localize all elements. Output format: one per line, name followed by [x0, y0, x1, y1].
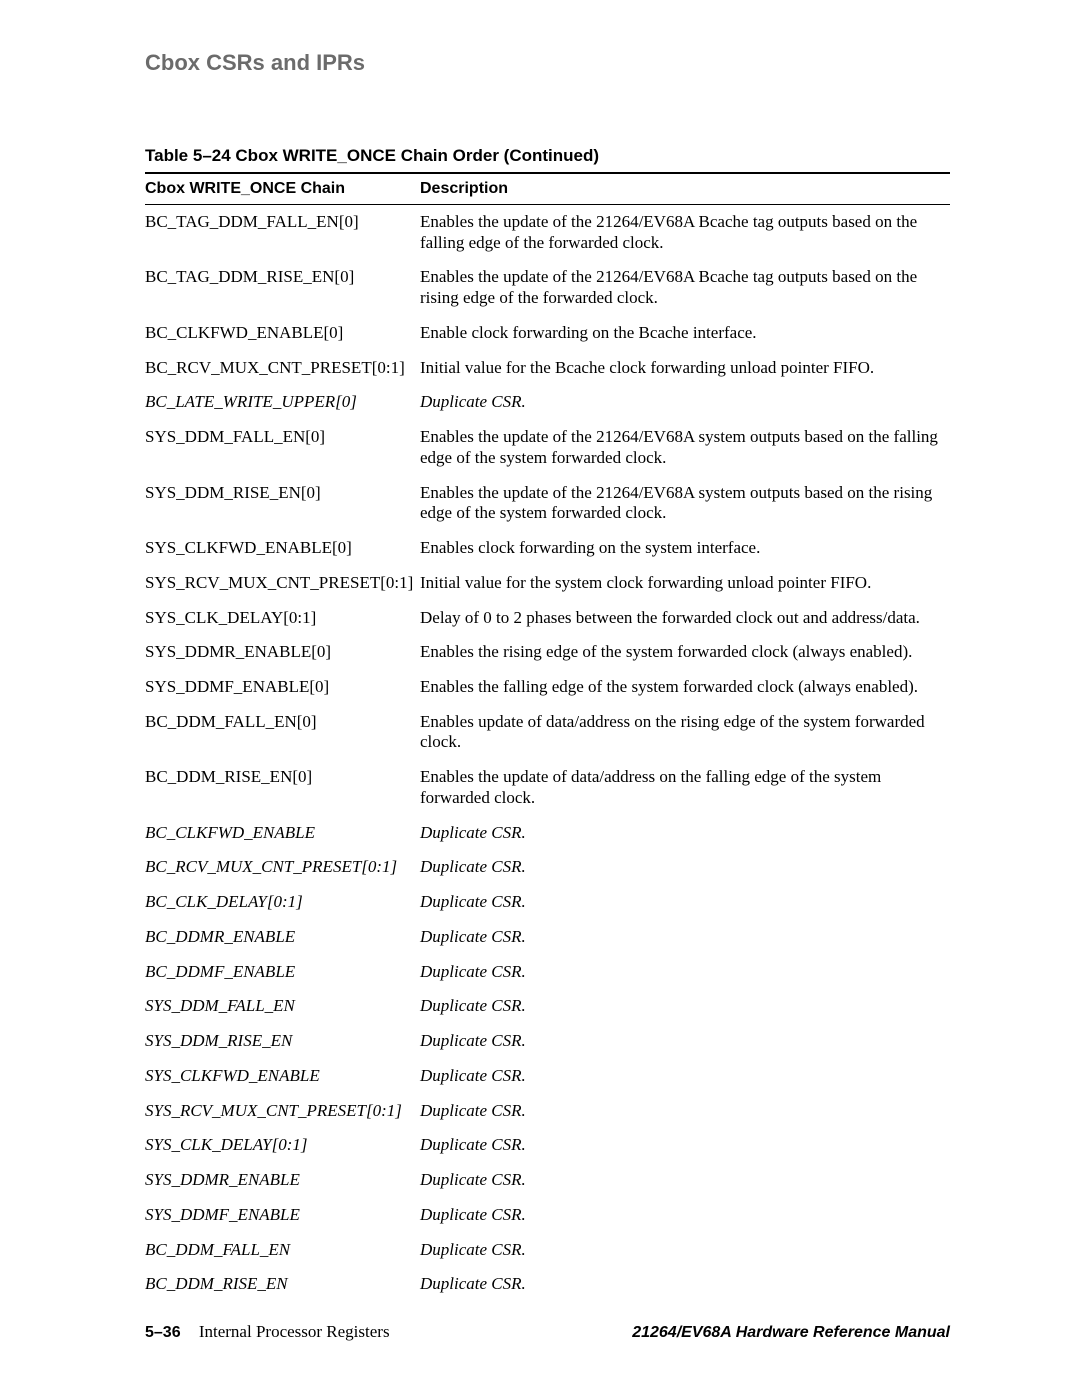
csr-description: Duplicate CSR.: [420, 962, 950, 983]
csr-name: BC_DDM_FALL_EN[0]: [145, 712, 420, 753]
csr-name: BC_TAG_DDM_FALL_EN[0]: [145, 212, 420, 253]
table-row: SYS_RCV_MUX_CNT_PRESET[0:1]Initial value…: [145, 566, 950, 601]
csr-description: Enables the update of data/address on th…: [420, 767, 950, 808]
csr-name: SYS_CLKFWD_ENABLE[0]: [145, 538, 420, 559]
csr-name: SYS_DDMR_ENABLE[0]: [145, 642, 420, 663]
table-row: SYS_DDMR_ENABLEDuplicate CSR.: [145, 1163, 950, 1198]
csr-name: BC_TAG_DDM_RISE_EN[0]: [145, 267, 420, 308]
csr-description: Duplicate CSR.: [420, 1240, 950, 1261]
csr-description: Enables the rising edge of the system fo…: [420, 642, 950, 663]
csr-name: BC_RCV_MUX_CNT_PRESET[0:1]: [145, 857, 420, 878]
table-caption: Table 5–24 Cbox WRITE_ONCE Chain Order (…: [145, 146, 950, 166]
table-row: BC_DDM_FALL_EN[0]Enables update of data/…: [145, 705, 950, 760]
table-row: SYS_CLKFWD_ENABLE[0]Enables clock forwar…: [145, 531, 950, 566]
csr-description: Enables the update of the 21264/EV68A Bc…: [420, 267, 950, 308]
table-header-row: Cbox WRITE_ONCE Chain Description: [145, 174, 950, 204]
table-row: SYS_DDM_RISE_ENDuplicate CSR.: [145, 1024, 950, 1059]
csr-description: Enables the falling edge of the system f…: [420, 677, 950, 698]
csr-description: Duplicate CSR.: [420, 823, 950, 844]
table-row: SYS_CLK_DELAY[0:1]Delay of 0 to 2 phases…: [145, 601, 950, 636]
csr-description: Duplicate CSR.: [420, 1274, 950, 1295]
csr-name: BC_CLKFWD_ENABLE[0]: [145, 323, 420, 344]
csr-description: Duplicate CSR.: [420, 1031, 950, 1052]
csr-description: Enables the update of the 21264/EV68A sy…: [420, 483, 950, 524]
csr-description: Duplicate CSR.: [420, 1066, 950, 1087]
csr-name: SYS_CLKFWD_ENABLE: [145, 1066, 420, 1087]
footer-page-number: 5–36: [145, 1324, 181, 1341]
csr-description: Delay of 0 to 2 phases between the forwa…: [420, 608, 950, 629]
csr-description: Initial value for the system clock forwa…: [420, 573, 950, 594]
table-row: BC_TAG_DDM_RISE_EN[0]Enables the update …: [145, 260, 950, 315]
csr-name: SYS_CLK_DELAY[0:1]: [145, 608, 420, 629]
csr-description: Duplicate CSR.: [420, 392, 950, 413]
csr-name: BC_DDM_RISE_EN[0]: [145, 767, 420, 808]
table-row: BC_CLKFWD_ENABLE[0]Enable clock forwardi…: [145, 316, 950, 351]
csr-name: SYS_DDMF_ENABLE: [145, 1205, 420, 1226]
table-row: BC_DDM_FALL_ENDuplicate CSR.: [145, 1233, 950, 1268]
table-row: SYS_DDM_FALL_ENDuplicate CSR.: [145, 989, 950, 1024]
csr-description: Duplicate CSR.: [420, 1205, 950, 1226]
table-row: BC_RCV_MUX_CNT_PRESET[0:1]Duplicate CSR.: [145, 850, 950, 885]
csr-name: BC_DDM_RISE_EN: [145, 1274, 420, 1295]
csr-name: BC_DDM_FALL_EN: [145, 1240, 420, 1261]
csr-description: Initial value for the Bcache clock forwa…: [420, 358, 950, 379]
csr-name: BC_LATE_WRITE_UPPER[0]: [145, 392, 420, 413]
table-row: SYS_DDMF_ENABLE[0]Enables the falling ed…: [145, 670, 950, 705]
table-row: BC_DDMF_ENABLEDuplicate CSR.: [145, 955, 950, 990]
csr-name: SYS_DDMR_ENABLE: [145, 1170, 420, 1191]
footer-manual-title: 21264/EV68A Hardware Reference Manual: [632, 1324, 950, 1342]
csr-description: Duplicate CSR.: [420, 857, 950, 878]
page-footer: 5–36 Internal Processor Registers 21264/…: [145, 1322, 950, 1342]
table-header-name: Cbox WRITE_ONCE Chain: [145, 180, 420, 198]
csr-name: BC_CLKFWD_ENABLE: [145, 823, 420, 844]
table-row: SYS_CLKFWD_ENABLEDuplicate CSR.: [145, 1059, 950, 1094]
csr-description: Enables clock forwarding on the system i…: [420, 538, 950, 559]
csr-description: Duplicate CSR.: [420, 892, 950, 913]
csr-name: BC_DDMF_ENABLE: [145, 962, 420, 983]
footer-left: 5–36 Internal Processor Registers: [145, 1322, 390, 1342]
csr-name: BC_DDMR_ENABLE: [145, 927, 420, 948]
csr-name: BC_RCV_MUX_CNT_PRESET[0:1]: [145, 358, 420, 379]
table-row: BC_DDM_RISE_EN[0]Enables the update of d…: [145, 760, 950, 815]
csr-description: Enables the update of the 21264/EV68A Bc…: [420, 212, 950, 253]
table-header-description: Description: [420, 180, 950, 198]
csr-name: SYS_CLK_DELAY[0:1]: [145, 1135, 420, 1156]
table-row: SYS_DDM_RISE_EN[0]Enables the update of …: [145, 476, 950, 531]
csr-description: Duplicate CSR.: [420, 927, 950, 948]
table-row: SYS_RCV_MUX_CNT_PRESET[0:1]Duplicate CSR…: [145, 1094, 950, 1129]
footer-section-title: Internal Processor Registers: [199, 1322, 390, 1341]
csr-description: Duplicate CSR.: [420, 1135, 950, 1156]
table-row: BC_DDM_RISE_ENDuplicate CSR.: [145, 1267, 950, 1302]
page: Cbox CSRs and IPRs Table 5–24 Cbox WRITE…: [0, 0, 1080, 1397]
running-header-title: Cbox CSRs and IPRs: [145, 50, 950, 76]
csr-name: SYS_DDM_FALL_EN[0]: [145, 427, 420, 468]
table-row: BC_RCV_MUX_CNT_PRESET[0:1]Initial value …: [145, 351, 950, 386]
csr-name: SYS_DDMF_ENABLE[0]: [145, 677, 420, 698]
csr-name: BC_CLK_DELAY[0:1]: [145, 892, 420, 913]
table-row: SYS_DDM_FALL_EN[0]Enables the update of …: [145, 420, 950, 475]
table-row: SYS_CLK_DELAY[0:1]Duplicate CSR.: [145, 1128, 950, 1163]
csr-description: Enables update of data/address on the ri…: [420, 712, 950, 753]
csr-description: Duplicate CSR.: [420, 996, 950, 1017]
csr-name: SYS_DDM_RISE_EN[0]: [145, 483, 420, 524]
csr-description: Duplicate CSR.: [420, 1101, 950, 1122]
table-row: SYS_DDMR_ENABLE[0]Enables the rising edg…: [145, 635, 950, 670]
table-row: BC_DDMR_ENABLEDuplicate CSR.: [145, 920, 950, 955]
csr-name: SYS_RCV_MUX_CNT_PRESET[0:1]: [145, 573, 420, 594]
csr-description: Enable clock forwarding on the Bcache in…: [420, 323, 950, 344]
csr-description: Duplicate CSR.: [420, 1170, 950, 1191]
table-row: BC_LATE_WRITE_UPPER[0]Duplicate CSR.: [145, 385, 950, 420]
csr-description: Enables the update of the 21264/EV68A sy…: [420, 427, 950, 468]
table-row: BC_CLK_DELAY[0:1]Duplicate CSR.: [145, 885, 950, 920]
csr-name: SYS_RCV_MUX_CNT_PRESET[0:1]: [145, 1101, 420, 1122]
csr-name: SYS_DDM_FALL_EN: [145, 996, 420, 1017]
csr-name: SYS_DDM_RISE_EN: [145, 1031, 420, 1052]
table-row: BC_TAG_DDM_FALL_EN[0]Enables the update …: [145, 205, 950, 260]
table-row: BC_CLKFWD_ENABLEDuplicate CSR.: [145, 816, 950, 851]
table-row: SYS_DDMF_ENABLEDuplicate CSR.: [145, 1198, 950, 1233]
table-body: BC_TAG_DDM_FALL_EN[0]Enables the update …: [145, 205, 950, 1302]
